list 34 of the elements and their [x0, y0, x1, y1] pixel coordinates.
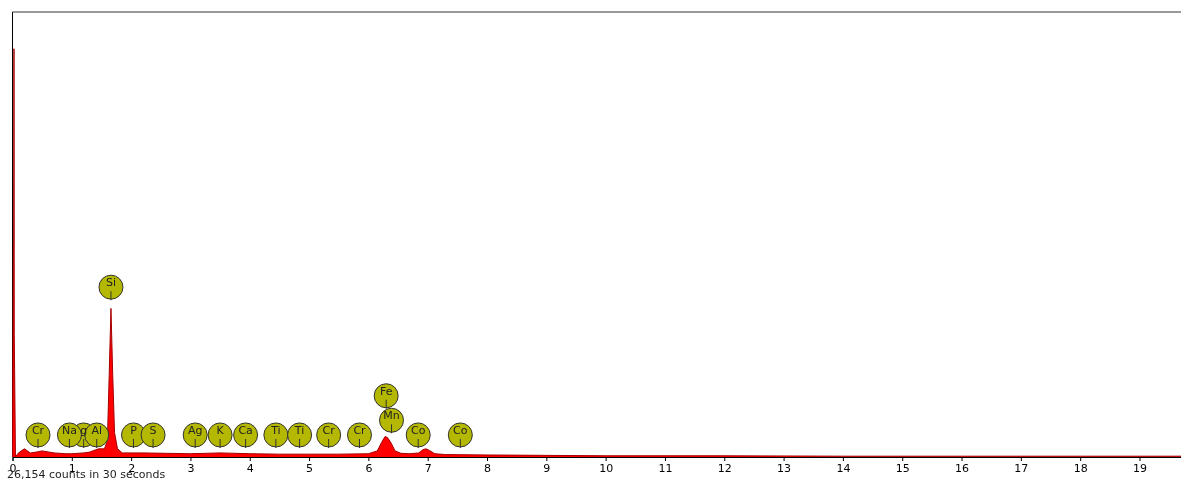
annotation: Mn — [383, 409, 400, 423]
x-tick-label: 4 — [246, 461, 254, 475]
annotation: Al — [91, 423, 103, 437]
x-tick-label: 8 — [484, 461, 492, 475]
x-tick-label: 19 — [1132, 461, 1147, 475]
annotation: Ti — [270, 423, 281, 437]
x-tick-label: 18 — [1073, 461, 1088, 475]
annotation: Co — [453, 423, 468, 437]
annotation: Ca — [238, 423, 253, 437]
annotation: Ag — [187, 423, 203, 437]
x-tick-label: 12 — [717, 461, 732, 475]
x-tick-label: 3 — [187, 461, 195, 475]
annotation: Ti — [293, 423, 305, 437]
x-tick-label: 17 — [1014, 461, 1029, 475]
x-tick-label: 9 — [543, 461, 551, 475]
annotation: K — [216, 423, 225, 437]
annotation: S — [149, 423, 157, 437]
x-tick-label: 14 — [836, 461, 851, 475]
annotation: P — [130, 423, 138, 437]
x-tick-label: 11 — [658, 461, 673, 475]
x-tick-label: 16 — [955, 461, 970, 475]
annotation: Co — [411, 423, 426, 437]
x-tick-label: 10 — [599, 461, 614, 475]
x-tick-label: 5 — [306, 461, 314, 475]
x-tick-label: 15 — [895, 461, 910, 475]
x-tick-label: 6 — [365, 461, 373, 475]
annotation: Cr — [322, 423, 336, 437]
annotation: Cr — [353, 423, 367, 437]
x-tick-label: 7 — [424, 461, 432, 475]
annotation: Si — [105, 276, 116, 290]
x-tick-label: 13 — [777, 461, 792, 475]
annotation: Na — [61, 423, 77, 437]
annotation: Cr — [31, 423, 45, 437]
annotation: Fe — [379, 384, 393, 398]
